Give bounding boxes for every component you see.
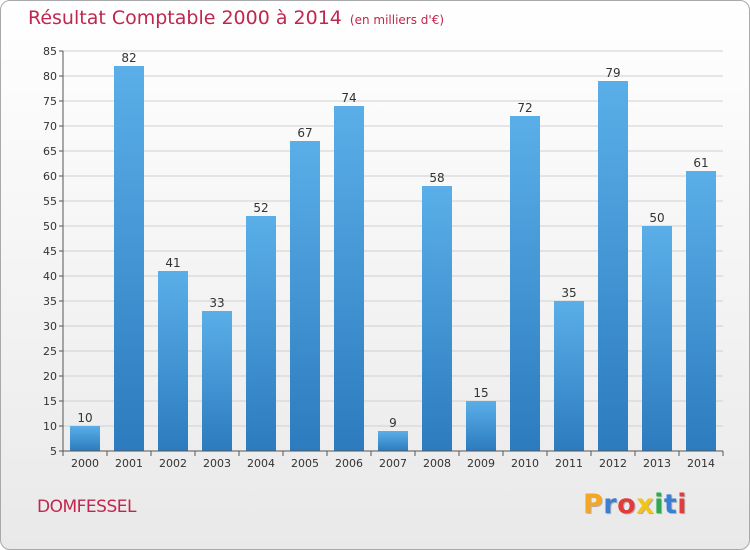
data-label-2011: 35 <box>561 286 576 300</box>
y-tick-label: 55 <box>43 195 57 208</box>
y-tick-label: 65 <box>43 145 57 158</box>
bars: 10 82 41 33 52 67 74 9 58 15 72 35 79 50 61 <box>70 51 716 451</box>
logo-letter: o <box>617 489 637 520</box>
y-axis: 5 10 15 20 25 30 35 40 45 50 55 60 65 70 75 80 85 <box>43 45 64 458</box>
x-tick-label: 2008 <box>423 457 451 470</box>
y-tick-label: 40 <box>43 270 57 283</box>
x-tick-label: 2014 <box>687 457 715 470</box>
chart-title: Résultat Comptable 2000 à 2014 (en millie… <box>28 7 444 29</box>
x-tick-label: 2006 <box>335 457 363 470</box>
bar-2009 <box>466 401 496 451</box>
bar-2012 <box>598 81 628 451</box>
data-label-2012: 79 <box>605 66 620 80</box>
data-label-2005: 67 <box>297 126 312 140</box>
y-tick-label: 35 <box>43 295 57 308</box>
bar-2007 <box>378 431 408 451</box>
y-tick-label: 30 <box>43 320 57 333</box>
y-tick-label: 5 <box>50 445 57 458</box>
y-tick-label: 15 <box>43 395 57 408</box>
y-tick-label: 80 <box>43 70 57 83</box>
data-label-2010: 72 <box>517 101 532 115</box>
x-tick-label: 2002 <box>159 457 187 470</box>
chart-title-text: Résultat Comptable 2000 à 2014 <box>28 7 342 29</box>
x-tick-label: 2010 <box>511 457 539 470</box>
logo-letter: x <box>636 489 655 520</box>
data-label-2003: 33 <box>209 296 224 310</box>
bar-2014 <box>686 171 716 451</box>
logo-letter: t <box>663 489 678 520</box>
bar-2008 <box>422 186 452 451</box>
x-tick-label: 2001 <box>115 457 143 470</box>
y-tick-label: 75 <box>43 95 57 108</box>
data-label-2000: 10 <box>77 411 92 425</box>
bar-2004 <box>246 216 276 451</box>
logo-letter: r <box>603 489 618 520</box>
bar-2005 <box>290 141 320 451</box>
data-label-2004: 52 <box>253 201 268 215</box>
x-tick-label: 2003 <box>203 457 231 470</box>
x-tick-label: 2004 <box>247 457 275 470</box>
x-tick-label: 2007 <box>379 457 407 470</box>
commune-name: DOMFESSEL <box>37 497 136 517</box>
bar-2003 <box>202 311 232 451</box>
logo-letter: P <box>583 489 604 520</box>
y-tick-label: 25 <box>43 345 57 358</box>
logo-letter: i <box>654 489 664 520</box>
y-tick-label: 45 <box>43 245 57 258</box>
logo-letter: i <box>677 489 688 520</box>
y-tick-label: 60 <box>43 170 57 183</box>
x-tick-label: 2011 <box>555 457 583 470</box>
data-label-2006: 74 <box>341 91 356 105</box>
bar-2006 <box>334 106 364 451</box>
bar-2002 <box>158 271 188 451</box>
data-label-2013: 50 <box>649 211 664 225</box>
bar-2011 <box>554 301 584 451</box>
x-tick-label: 2000 <box>71 457 99 470</box>
bar-2001 <box>114 66 144 451</box>
y-tick-label: 10 <box>43 420 57 433</box>
data-label-2001: 82 <box>121 51 136 65</box>
data-label-2009: 15 <box>473 386 488 400</box>
x-axis: 2000 2001 2002 2003 2004 2005 2006 2007 2008 2009… <box>62 450 724 470</box>
data-label-2002: 41 <box>165 256 180 270</box>
x-tick-label: 2005 <box>291 457 319 470</box>
bar-2010 <box>510 116 540 451</box>
x-tick-label: 2013 <box>643 457 671 470</box>
data-label-2014: 61 <box>693 156 708 170</box>
bar-2000 <box>70 426 100 451</box>
y-tick-label: 85 <box>43 45 57 58</box>
y-tick-label: 70 <box>43 120 57 133</box>
y-tick-label: 20 <box>43 370 57 383</box>
chart-unit: (en milliers d'€) <box>349 13 445 27</box>
data-label-2008: 58 <box>429 171 444 185</box>
data-label-2007: 9 <box>389 416 397 430</box>
bar-2013 <box>642 226 672 451</box>
x-tick-label: 2012 <box>599 457 627 470</box>
y-tick-label: 50 <box>43 220 57 233</box>
x-tick-label: 2009 <box>467 457 495 470</box>
proxiti-logo: Proxiti <box>583 489 687 520</box>
